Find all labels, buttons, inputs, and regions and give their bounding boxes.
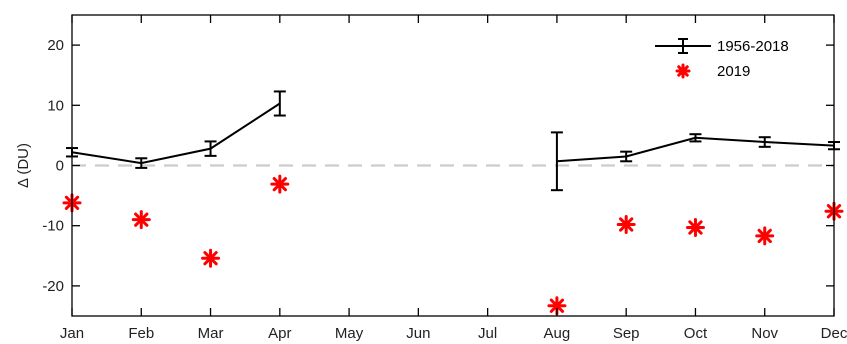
errorbar-1956-2018 <box>620 150 633 163</box>
y-tick-label: 0 <box>56 158 64 175</box>
legend: 1956-2018 2019 <box>655 38 789 80</box>
x-tick-label: May <box>335 325 364 342</box>
y-tick-label: 10 <box>47 97 64 114</box>
series-line-1956-2018 <box>71 102 281 165</box>
x-tick-label: Mar <box>198 325 224 342</box>
x-tick-label: Oct <box>684 325 708 342</box>
errorbar-1956-2018 <box>273 90 286 117</box>
legend-label-1956-2018: 1956-2018 <box>717 38 789 55</box>
x-tick-label: Feb <box>128 325 154 342</box>
x-tick-label: Aug <box>544 325 571 342</box>
errorbar-1956-2018 <box>689 133 702 143</box>
x-tick-label: Nov <box>751 325 778 342</box>
errorbar-1956-2018 <box>135 157 148 169</box>
x-tick-label: Dec <box>821 325 847 342</box>
x-tick-label: Sep <box>613 325 640 342</box>
marker-2019 <box>616 214 636 234</box>
errorbar-1956-2018 <box>758 136 771 148</box>
x-tick-label: Jun <box>406 325 430 342</box>
marker-2019 <box>270 174 290 194</box>
x-tick-label: Jul <box>478 325 497 342</box>
marker-2019 <box>685 218 705 238</box>
x-tick-label: Apr <box>268 325 291 342</box>
y-tick-label: -20 <box>42 278 64 295</box>
y-axis-label: Δ (DU) <box>15 143 32 188</box>
x-tick-label: Jan <box>60 325 84 342</box>
y-tick-label: -10 <box>42 218 64 235</box>
axes-layer: -20 -10 0 10 20 Jan Feb Mar Apr May Jun Jul Aug Sep Oc… <box>42 14 847 342</box>
legend-label-2019: 2019 <box>717 63 750 80</box>
marker-2019 <box>201 248 221 268</box>
marker-2019 <box>755 226 775 246</box>
errorbar-1956-2018 <box>550 131 563 192</box>
errorbar-1956-2018 <box>204 140 217 157</box>
series-layer <box>62 90 844 316</box>
y-tick-label: 20 <box>47 37 64 54</box>
marker-2019 <box>131 210 151 230</box>
legend-marker-2019 <box>675 63 691 79</box>
